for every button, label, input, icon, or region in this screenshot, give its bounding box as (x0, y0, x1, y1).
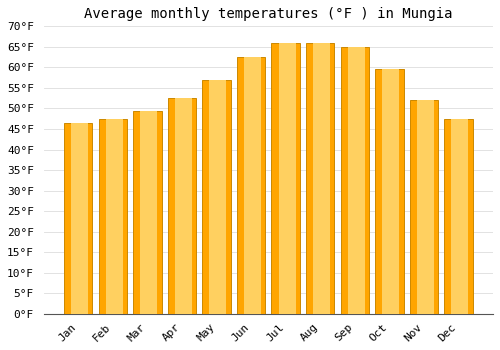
Bar (313, 43, 330, 314)
Bar (244, 57, 261, 314)
Bar (168, 98, 196, 314)
Bar (64, 123, 92, 314)
Title: Average monthly temperatures (°F ) in Mungia: Average monthly temperatures (°F ) in Mu… (84, 7, 452, 21)
Bar (272, 43, 300, 314)
Bar (140, 111, 158, 314)
Bar (133, 111, 162, 314)
Bar (444, 119, 472, 314)
Bar (175, 98, 192, 314)
Bar (375, 69, 404, 314)
Bar (98, 119, 127, 314)
Bar (410, 100, 438, 314)
Bar (306, 43, 334, 314)
Bar (340, 47, 369, 314)
Bar (417, 100, 434, 314)
Bar (237, 57, 266, 314)
Bar (71, 123, 88, 314)
Bar (348, 47, 364, 314)
Bar (106, 119, 122, 314)
Bar (382, 69, 400, 314)
Bar (278, 43, 295, 314)
Bar (452, 119, 468, 314)
Bar (210, 80, 226, 314)
Bar (202, 80, 230, 314)
